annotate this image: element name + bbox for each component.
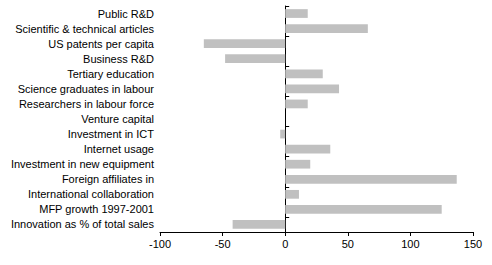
svg-text:0: 0 — [282, 238, 288, 250]
svg-text:Business R&D: Business R&D — [83, 53, 154, 65]
svg-text:100: 100 — [401, 238, 419, 250]
svg-text:Investment in new equipment: Investment in new equipment — [11, 158, 154, 170]
svg-text:-100: -100 — [149, 238, 171, 250]
svg-text:Science graduates in labour: Science graduates in labour — [18, 83, 155, 95]
svg-text:Innovation as % of total sales: Innovation as % of total sales — [11, 218, 155, 230]
svg-text:Venture capital: Venture capital — [81, 113, 154, 125]
svg-text:MFP growth 1997-2001: MFP growth 1997-2001 — [39, 203, 154, 215]
svg-text:Scientific & technical article: Scientific & technical articles — [15, 23, 154, 35]
svg-text:International collaboration: International collaboration — [28, 188, 154, 200]
svg-text:Tertiary education: Tertiary education — [67, 68, 154, 80]
svg-text:-50: -50 — [215, 238, 231, 250]
svg-text:50: 50 — [342, 238, 354, 250]
svg-text:150: 150 — [464, 238, 482, 250]
svg-text:Researchers in labour force: Researchers in labour force — [19, 98, 154, 110]
svg-text:Foreign affiliates in: Foreign affiliates in — [62, 173, 154, 185]
svg-text:Investment in ICT: Investment in ICT — [68, 128, 154, 140]
svg-text:Public R&D: Public R&D — [98, 8, 154, 20]
svg-text:Internet usage: Internet usage — [84, 143, 154, 155]
svg-text:US patents per capita: US patents per capita — [48, 38, 155, 50]
